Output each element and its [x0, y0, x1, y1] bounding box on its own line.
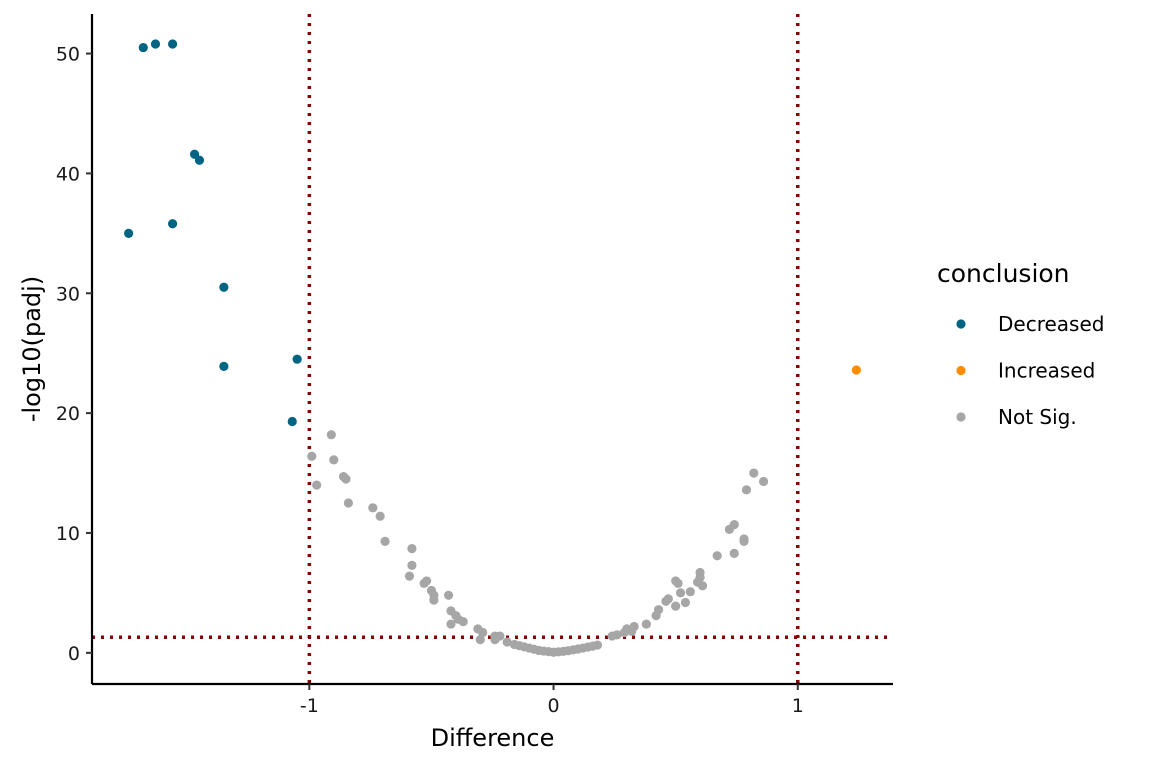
point-decreased: [287, 416, 297, 427]
point-not-sig: [446, 619, 456, 629]
point-not-sig: [695, 567, 705, 578]
point-not-sig: [375, 511, 385, 521]
point-decreased: [219, 361, 229, 371]
x-axis-ticks: -1 0 1: [300, 684, 804, 717]
x-tick-label: -1: [300, 695, 319, 717]
point-decreased: [194, 155, 205, 165]
y-tick-label: 30: [56, 283, 80, 305]
y-tick-label: 10: [56, 523, 80, 545]
point-not-sig: [307, 451, 317, 461]
point-not-sig: [429, 595, 439, 605]
y-tick-label: 0: [68, 643, 80, 665]
point-decreased: [167, 39, 178, 49]
point-not-sig: [671, 576, 681, 586]
point-not-sig: [368, 503, 378, 513]
point-not-sig: [407, 543, 417, 554]
x-axis-title: Difference: [431, 724, 555, 752]
legend-key-not-sig: [956, 412, 966, 422]
point-not-sig: [458, 617, 468, 627]
legend-label-increased: Increased: [998, 359, 1095, 383]
point-not-sig: [326, 430, 336, 440]
point-not-sig: [729, 548, 739, 558]
point-not-sig: [419, 578, 429, 588]
point-not-sig: [475, 635, 485, 645]
point-not-sig: [612, 630, 622, 640]
point-not-sig: [478, 627, 488, 638]
x-tick-label: 0: [548, 695, 560, 717]
point-decreased: [167, 219, 178, 229]
y-axis-ticks: 0 10 20 30 40 50: [56, 44, 92, 665]
point-not-sig: [685, 587, 695, 597]
reference-lines: [92, 14, 893, 684]
y-tick-label: 40: [56, 163, 80, 185]
legend-label-decreased: Decreased: [998, 312, 1104, 336]
y-tick-label: 50: [56, 44, 80, 66]
point-decreased: [219, 282, 229, 292]
y-axis-title: -log10(padj): [18, 276, 46, 422]
point-not-sig: [758, 476, 769, 487]
point-not-sig: [502, 637, 512, 647]
legend-entries: Decreased Increased Not Sig.: [956, 312, 1104, 429]
point-not-sig: [653, 605, 664, 615]
point-not-sig: [407, 560, 417, 570]
y-tick-label: 20: [56, 403, 80, 425]
point-decreased: [292, 354, 302, 364]
point-not-sig: [627, 626, 637, 636]
point-not-sig: [404, 571, 415, 581]
point-decreased: [124, 228, 134, 238]
legend-title: conclusion: [937, 259, 1070, 288]
legend-key-decreased: [956, 319, 966, 329]
point-not-sig: [712, 551, 722, 561]
point-decreased: [150, 39, 161, 49]
point-not-sig: [312, 480, 322, 490]
point-not-sig: [697, 581, 708, 591]
data-points: [124, 39, 861, 657]
x-tick-label: 1: [792, 695, 804, 717]
point-not-sig: [592, 640, 603, 650]
point-not-sig: [380, 536, 390, 546]
point-not-sig: [641, 619, 651, 629]
point-not-sig: [739, 536, 749, 546]
point-not-sig: [329, 455, 339, 465]
point-not-sig: [341, 474, 351, 484]
point-not-sig: [680, 597, 691, 608]
legend-key-increased: [956, 365, 966, 376]
legend: conclusion Decreased Increased Not Sig.: [937, 259, 1104, 429]
point-not-sig: [749, 468, 759, 478]
point-not-sig: [671, 601, 681, 611]
point-not-sig: [443, 590, 454, 600]
point-not-sig: [663, 594, 673, 604]
point-not-sig: [490, 635, 500, 645]
axes: [90, 14, 893, 686]
point-not-sig: [343, 498, 354, 508]
point-increased: [851, 365, 861, 375]
point-not-sig: [741, 485, 752, 495]
legend-label-not-sig: Not Sig.: [998, 405, 1077, 429]
point-not-sig: [729, 519, 739, 530]
point-decreased: [138, 42, 148, 53]
point-not-sig: [675, 588, 686, 598]
